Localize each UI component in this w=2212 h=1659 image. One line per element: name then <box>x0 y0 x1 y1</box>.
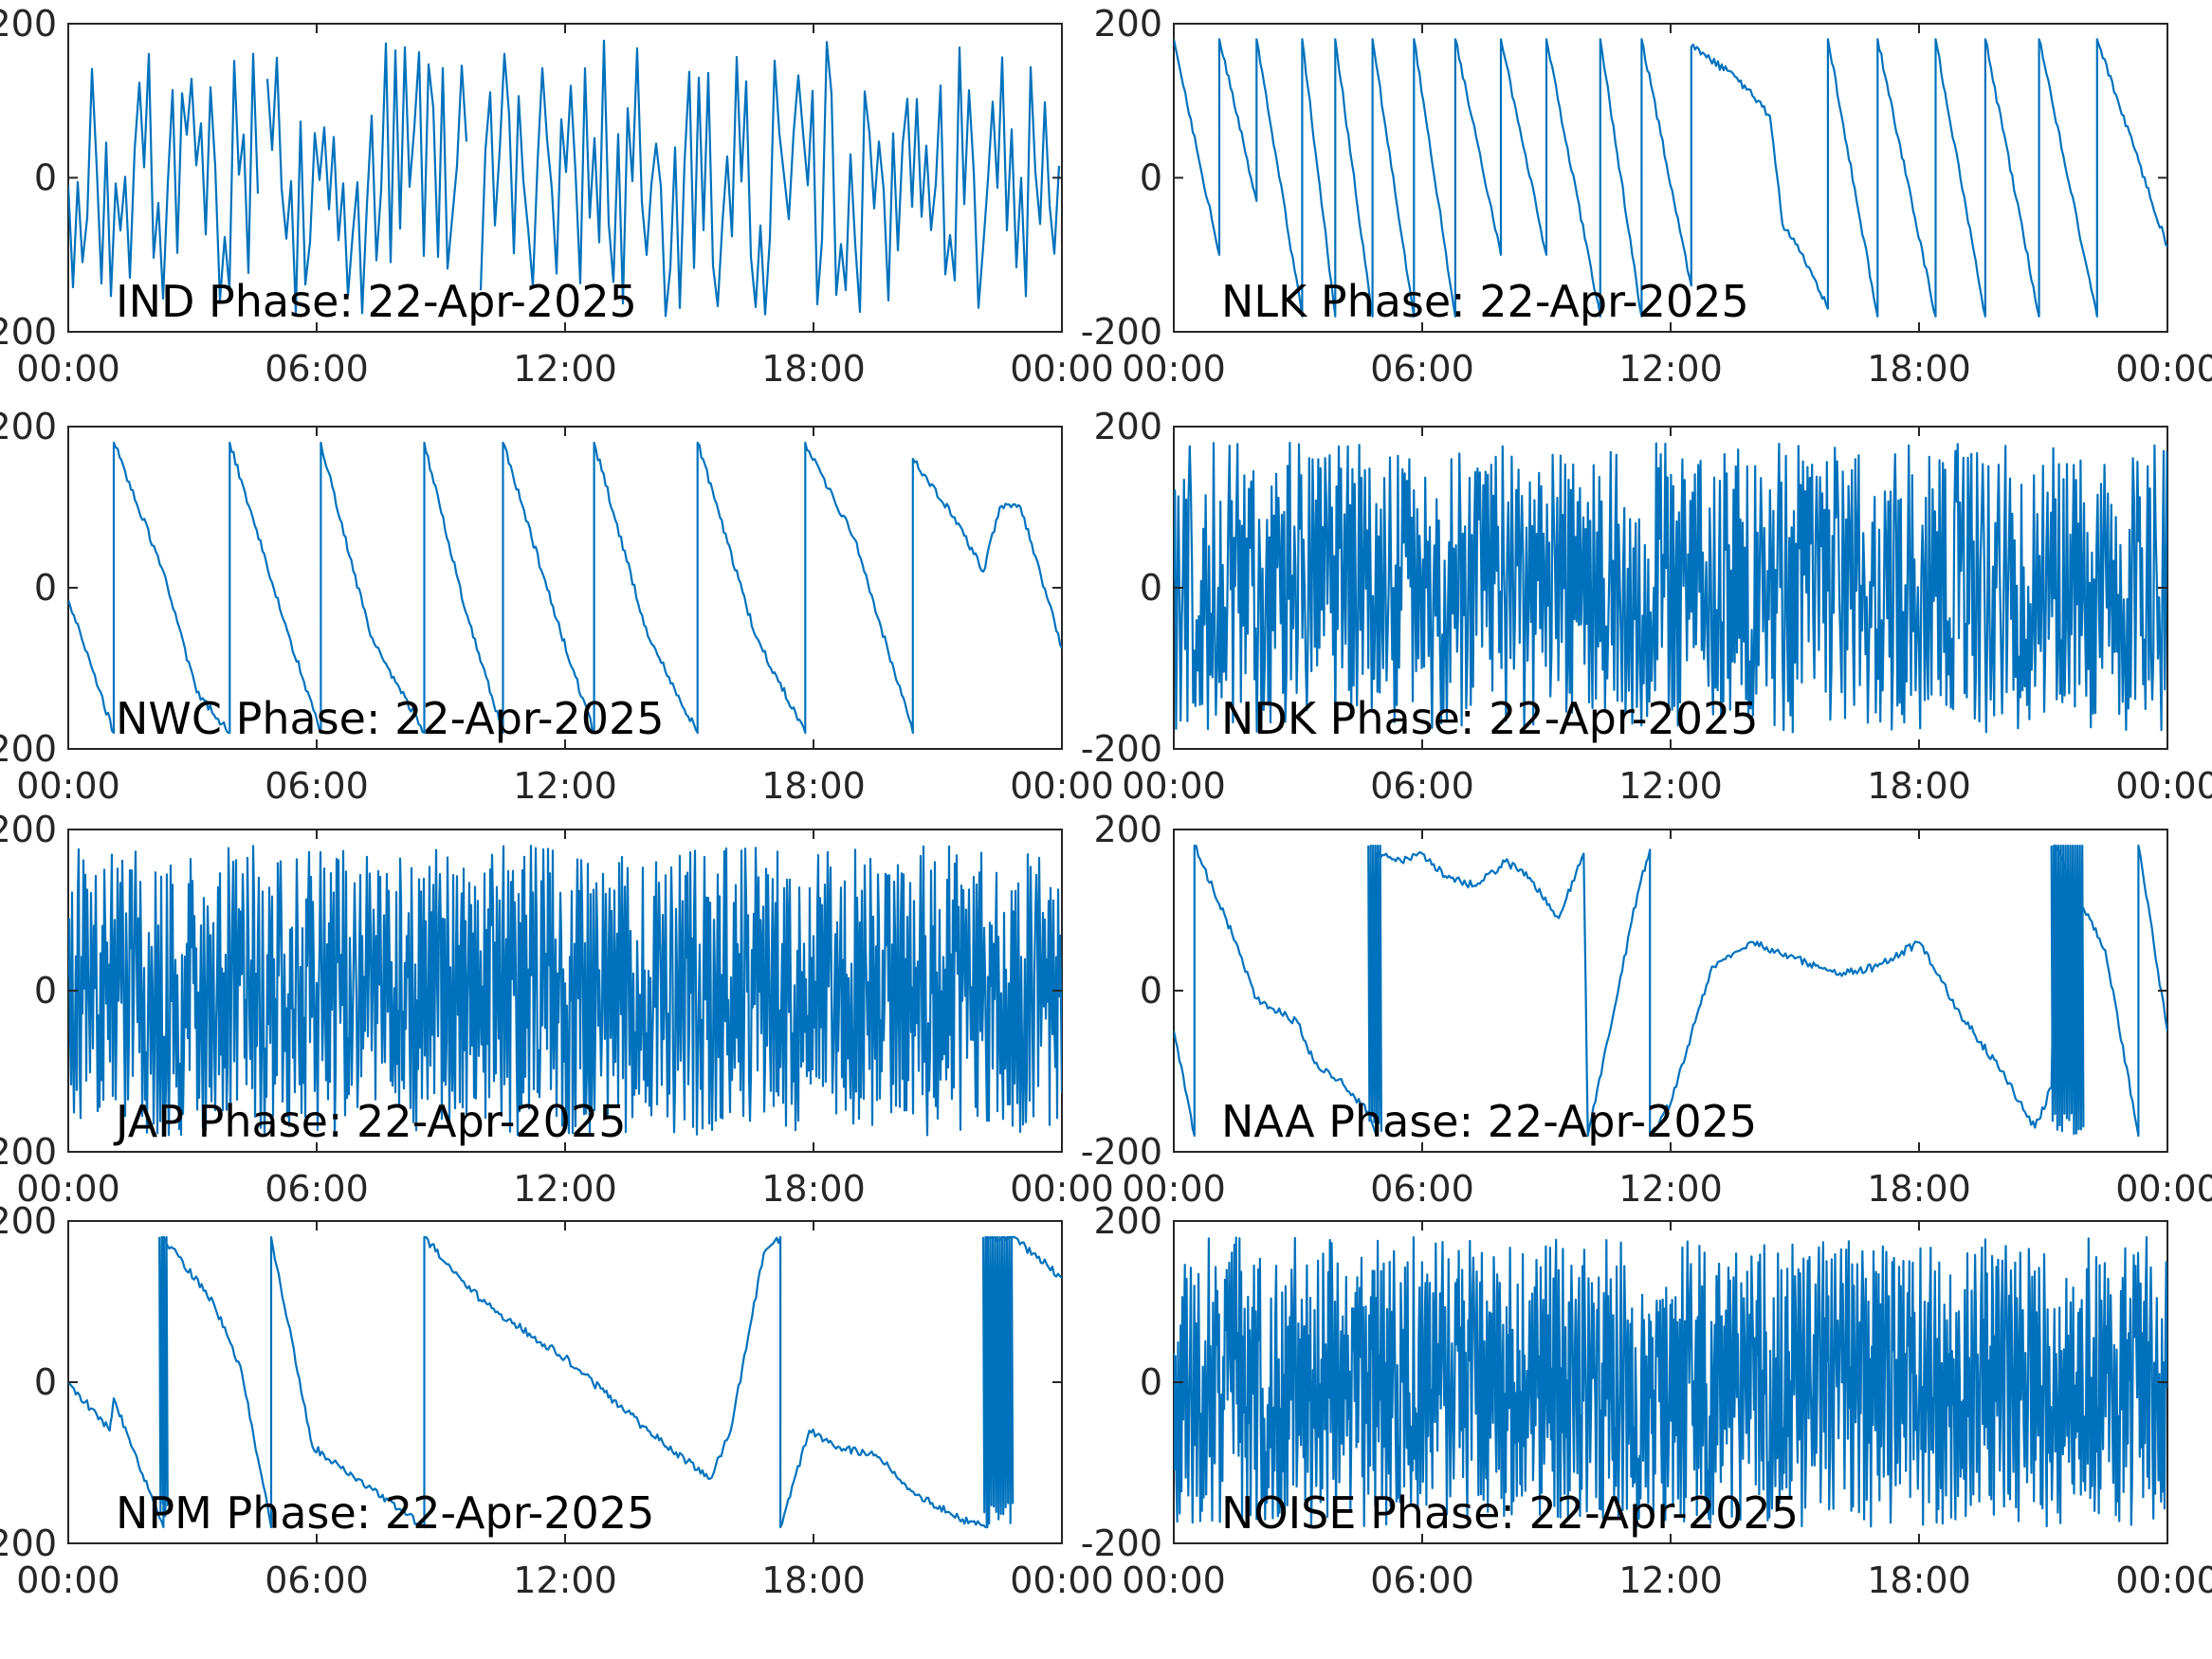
y-tick-label: -200 <box>1081 311 1162 353</box>
x-tick-label: 06:00 <box>265 348 369 390</box>
panel-naa: -200 0 200 00:00 06:00 12:00 18:00 00:00 NAA Pha… <box>1081 809 2212 1210</box>
y-tick-label: 0 <box>34 970 57 1012</box>
y-tick-label: -200 <box>1081 1522 1162 1564</box>
y-tick-label: 200 <box>0 3 57 45</box>
y-tick-label: 200 <box>1093 809 1162 850</box>
x-tick-label: 12:00 <box>513 765 617 807</box>
x-tick-label: 06:00 <box>265 765 369 807</box>
x-tick-label: 06:00 <box>1370 1559 1474 1601</box>
x-tick-label: 06:00 <box>265 1559 369 1601</box>
panel-title: NOISE Phase: 22-Apr-2025 <box>1221 1487 1799 1539</box>
axes-box <box>67 1220 1063 1544</box>
x-tick-label: 12:00 <box>1618 1559 1723 1601</box>
x-tick-label: 06:00 <box>1370 348 1474 390</box>
y-tick-label: -200 <box>0 1522 57 1564</box>
x-tick-label: 00:00 <box>1122 1559 1226 1601</box>
y-tick-label: -200 <box>0 728 57 770</box>
x-tick-label: 00:00 <box>1010 765 1114 807</box>
x-tick-label: 12:00 <box>513 348 617 390</box>
x-tick-label: 12:00 <box>513 1168 617 1210</box>
axes-box <box>67 426 1063 750</box>
series-line <box>68 1235 1062 1529</box>
x-tick-label: 06:00 <box>1370 1168 1474 1210</box>
x-tick-label: 00:00 <box>16 765 120 807</box>
y-tick-label: -200 <box>1081 728 1162 770</box>
y-tick-label: 0 <box>1140 567 1162 609</box>
x-tick-label: 00:00 <box>1122 348 1226 390</box>
panel-title: IND Phase: 22-Apr-2025 <box>116 276 637 327</box>
x-tick-label: 18:00 <box>761 765 866 807</box>
x-tick-label: 00:00 <box>1010 348 1114 390</box>
panel-jap: -200 0 200 00:00 06:00 12:00 18:00 00:00 JAP Pha… <box>0 809 1114 1210</box>
x-tick-label: 18:00 <box>1867 348 1971 390</box>
panel-ind: -200 0 200 00:00 06:00 12:00 18:00 00:00 IND Pha… <box>0 3 1114 390</box>
panel-ndk: -200 0 200 00:00 06:00 12:00 18:00 00:00 NDK Pha… <box>1081 406 2212 807</box>
panel-title: NAA Phase: 22-Apr-2025 <box>1221 1096 1757 1147</box>
x-tick-label: 00:00 <box>2115 1168 2212 1210</box>
panel-npm: -200 0 200 00:00 06:00 12:00 18:00 00:00 NPM Pha… <box>0 1200 1114 1601</box>
series-line <box>1174 844 2167 1138</box>
x-tick-label: 12:00 <box>1618 348 1723 390</box>
series-line <box>1174 38 2167 318</box>
series-line <box>68 441 1062 735</box>
x-tick-label: 00:00 <box>2115 1559 2212 1601</box>
x-tick-label: 00:00 <box>16 348 120 390</box>
y-tick-label: 200 <box>0 406 57 447</box>
x-tick-label: 18:00 <box>761 1168 866 1210</box>
x-tick-label: 00:00 <box>16 1559 120 1601</box>
x-tick-label: 18:00 <box>761 1559 866 1601</box>
y-tick-label: 200 <box>1093 406 1162 447</box>
x-tick-label: 18:00 <box>1867 765 1971 807</box>
panel-noise: -200 0 200 00:00 06:00 12:00 18:00 00:00 NOISE P… <box>1081 1200 2212 1601</box>
panel-nlk: -200 0 200 00:00 06:00 12:00 18:00 00:00 NLK Pha… <box>1081 3 2212 390</box>
y-tick-label: 200 <box>0 809 57 850</box>
x-tick-label: 18:00 <box>1867 1168 1971 1210</box>
x-tick-label: 18:00 <box>1867 1559 1971 1601</box>
x-tick-label: 00:00 <box>2115 765 2212 807</box>
x-tick-label: 00:00 <box>1010 1168 1114 1210</box>
y-tick-label: 0 <box>1140 970 1162 1012</box>
x-tick-label: 00:00 <box>1010 1559 1114 1601</box>
axes-box <box>1173 829 2168 1153</box>
x-tick-label: 06:00 <box>265 1168 369 1210</box>
panel-title: JAP Phase: 22-Apr-2025 <box>113 1096 626 1147</box>
y-tick-label: -200 <box>0 311 57 353</box>
x-tick-label: 12:00 <box>1618 1168 1723 1210</box>
x-tick-label: 06:00 <box>1370 765 1474 807</box>
panel-title: NLK Phase: 22-Apr-2025 <box>1221 276 1749 327</box>
y-tick-label: 0 <box>1140 157 1162 199</box>
y-tick-label: 0 <box>34 157 57 199</box>
panel-nwc: -200 0 200 00:00 06:00 12:00 18:00 00:00 NWC Pha… <box>0 406 1114 807</box>
x-tick-label: 12:00 <box>1618 765 1723 807</box>
y-tick-label: -200 <box>1081 1131 1162 1173</box>
series-line <box>1174 1235 2167 1528</box>
y-tick-label: 200 <box>0 1200 57 1242</box>
y-tick-label: 0 <box>34 567 57 609</box>
y-tick-label: 200 <box>1093 1200 1162 1242</box>
panel-title: NDK Phase: 22-Apr-2025 <box>1221 693 1759 744</box>
x-tick-label: 12:00 <box>513 1559 617 1601</box>
x-tick-label: 00:00 <box>16 1168 120 1210</box>
y-tick-label: 200 <box>1093 3 1162 45</box>
x-tick-label: 18:00 <box>761 348 866 390</box>
y-tick-label: 0 <box>34 1361 57 1403</box>
x-tick-label: 00:00 <box>2115 348 2212 390</box>
series-line <box>68 845 1062 1137</box>
panel-title: NWC Phase: 22-Apr-2025 <box>116 693 665 744</box>
series-line <box>1174 442 2167 734</box>
x-tick-label: 00:00 <box>1122 765 1226 807</box>
y-tick-label: -200 <box>0 1131 57 1173</box>
y-tick-label: 0 <box>1140 1361 1162 1403</box>
x-tick-label: 00:00 <box>1122 1168 1226 1210</box>
series-line <box>68 39 1061 318</box>
panel-title: NPM Phase: 22-Apr-2025 <box>116 1487 654 1539</box>
